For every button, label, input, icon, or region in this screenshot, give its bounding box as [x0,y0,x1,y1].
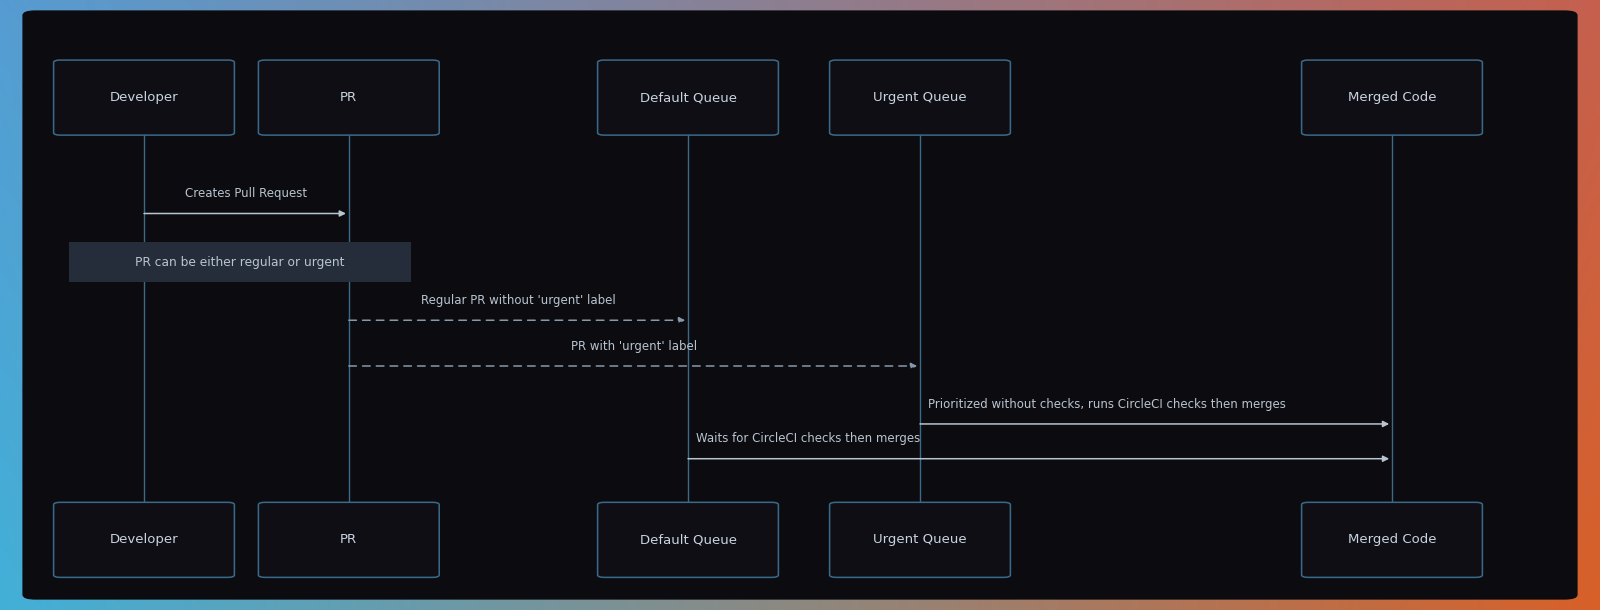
FancyBboxPatch shape [259,60,438,135]
FancyBboxPatch shape [1302,60,1483,135]
FancyBboxPatch shape [1302,503,1483,577]
FancyBboxPatch shape [829,503,1011,577]
Text: Default Queue: Default Queue [640,533,736,547]
Text: Merged Code: Merged Code [1347,533,1437,547]
Text: Urgent Queue: Urgent Queue [874,533,966,547]
Text: Default Queue: Default Queue [640,91,736,104]
Text: Creates Pull Request: Creates Pull Request [186,187,307,200]
FancyBboxPatch shape [54,503,234,577]
Text: Urgent Queue: Urgent Queue [874,91,966,104]
Text: Regular PR without 'urgent' label: Regular PR without 'urgent' label [421,294,616,307]
FancyBboxPatch shape [598,503,778,577]
FancyBboxPatch shape [69,242,411,282]
Text: Merged Code: Merged Code [1347,91,1437,104]
Text: Developer: Developer [110,533,178,547]
Text: PR: PR [341,91,357,104]
Text: Developer: Developer [110,91,178,104]
FancyBboxPatch shape [829,60,1011,135]
FancyBboxPatch shape [598,60,778,135]
Text: Waits for CircleCI checks then merges: Waits for CircleCI checks then merges [696,432,920,445]
Text: PR: PR [341,533,357,547]
FancyBboxPatch shape [259,503,438,577]
Text: PR can be either regular or urgent: PR can be either regular or urgent [136,256,344,269]
Text: Prioritized without checks, runs CircleCI checks then merges: Prioritized without checks, runs CircleC… [928,398,1286,411]
Text: PR with 'urgent' label: PR with 'urgent' label [571,340,698,353]
FancyBboxPatch shape [54,60,234,135]
FancyBboxPatch shape [22,10,1578,600]
